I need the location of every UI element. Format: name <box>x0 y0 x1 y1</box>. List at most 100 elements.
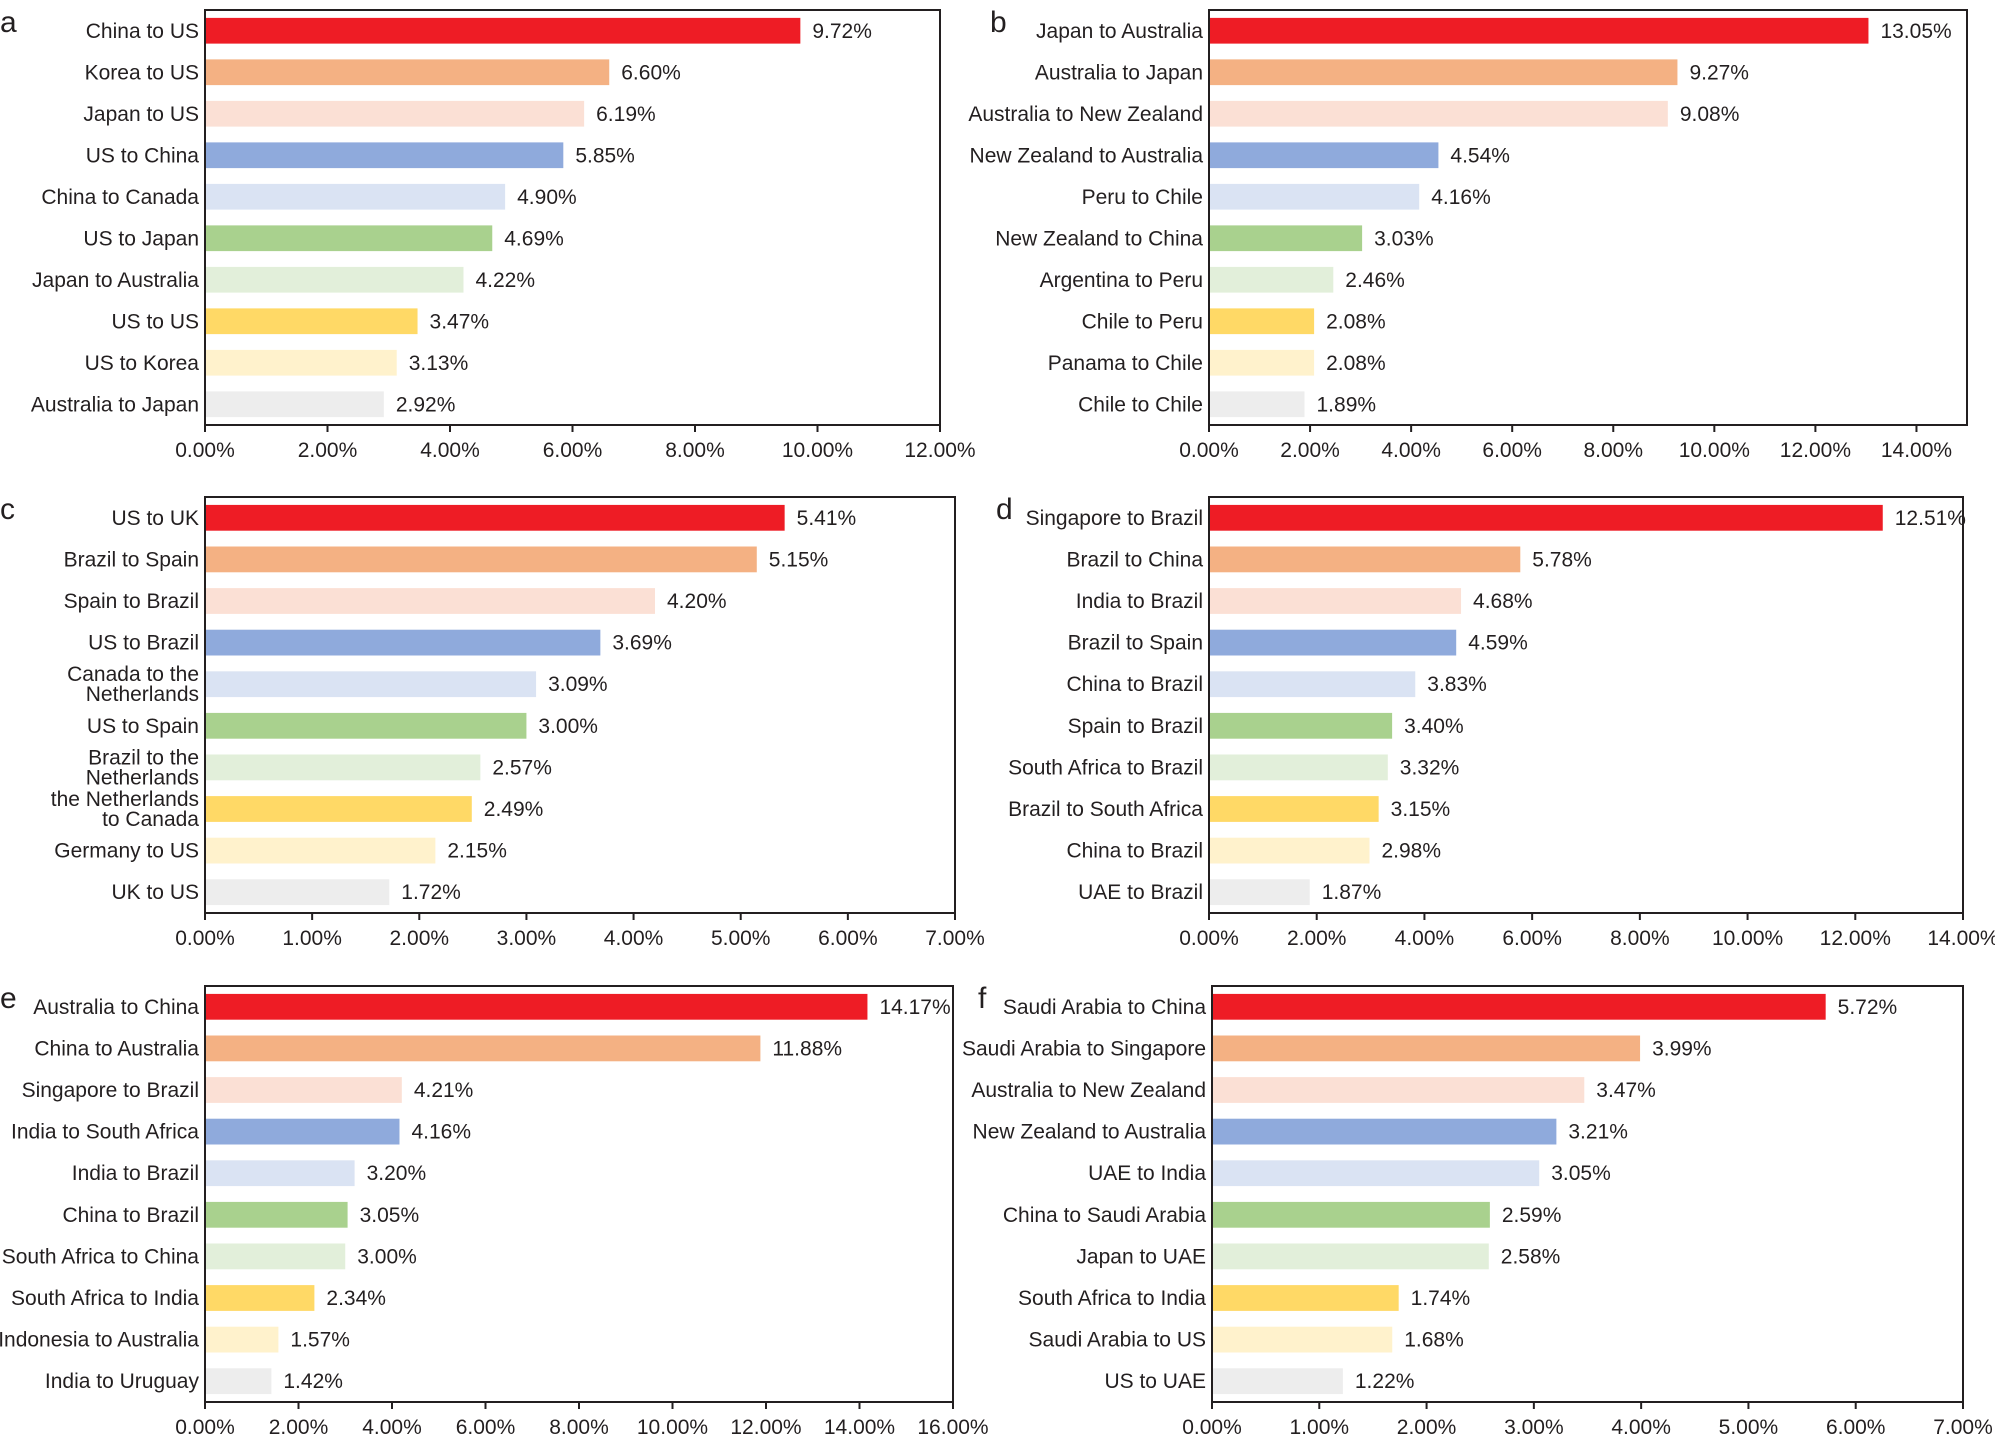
x-tick-label: 4.00% <box>1395 927 1455 950</box>
bar <box>1212 1285 1399 1311</box>
bar <box>205 100 585 127</box>
bar <box>205 671 537 698</box>
value-label: 4.20% <box>667 590 727 613</box>
value-label: 3.15% <box>1391 798 1451 821</box>
bar <box>205 629 601 656</box>
value-label: 2.49% <box>484 798 544 821</box>
category-label: Canada to the <box>67 663 199 686</box>
category-label: Australia to China <box>33 996 199 1019</box>
category-label: UAE to India <box>1088 1162 1206 1185</box>
category-label: Korea to US <box>85 61 199 84</box>
category-label: China to Brazil <box>1066 673 1203 696</box>
chart-panel-b: b 13.05% Japan to Australia 9.27% Australia … <box>968 6 1968 462</box>
category-label: Peru to Chile <box>1082 186 1203 209</box>
category-label: Netherlands <box>86 766 199 789</box>
bar <box>1209 17 1869 44</box>
x-tick-label: 1.00% <box>1290 1416 1350 1439</box>
bar <box>1212 993 1826 1020</box>
bar <box>1209 796 1379 822</box>
value-label: 3.47% <box>1596 1079 1656 1102</box>
bar <box>205 1368 272 1395</box>
bar <box>205 1118 400 1145</box>
bar <box>1209 142 1439 169</box>
category-label: UK to US <box>111 881 199 904</box>
bar <box>205 17 801 44</box>
value-label: 5.72% <box>1838 996 1898 1019</box>
category-label: the Netherlands <box>51 788 199 811</box>
category-label: China to Brazil <box>62 1204 199 1227</box>
value-label: 9.08% <box>1680 103 1740 126</box>
category-label: Australia to New Zealand <box>971 1079 1206 1102</box>
x-tick-label: 12.00% <box>730 1416 801 1439</box>
bar <box>205 1243 346 1270</box>
x-tick-label: 10.00% <box>1679 439 1750 462</box>
x-tick-label: 2.00% <box>269 1416 329 1439</box>
x-tick-label: 1.00% <box>282 927 342 950</box>
value-label: 3.09% <box>548 673 608 696</box>
value-label: 12.51% <box>1895 507 1966 530</box>
value-label: 2.59% <box>1502 1204 1562 1227</box>
value-label: 3.05% <box>360 1204 420 1227</box>
value-label: 3.00% <box>357 1245 417 1268</box>
bar <box>205 796 472 822</box>
value-label: 5.85% <box>575 144 635 167</box>
bar <box>205 183 506 210</box>
category-label: Australia to Japan <box>1035 61 1203 84</box>
chart-panel-f: f 5.72% Saudi Arabia to China 3.99% Saudi Ar… <box>962 982 1993 1439</box>
value-label: 4.16% <box>1431 186 1491 209</box>
x-tick-label: 16.00% <box>917 1416 988 1439</box>
x-tick-label: 0.00% <box>1179 927 1239 950</box>
bar <box>205 349 397 376</box>
bar <box>205 1201 348 1228</box>
bar <box>205 588 655 614</box>
bar <box>205 754 481 781</box>
x-tick-label: 6.00% <box>1826 1416 1886 1439</box>
category-label: US to Spain <box>87 715 199 738</box>
category-label: US to US <box>111 310 199 333</box>
value-label: 3.69% <box>612 632 672 655</box>
bar <box>205 142 564 169</box>
category-label: Japan to US <box>83 103 199 126</box>
value-label: 1.87% <box>1322 881 1382 904</box>
panel-letter: b <box>990 6 1007 39</box>
x-tick-label: 6.00% <box>1482 439 1542 462</box>
bar <box>1212 1077 1585 1103</box>
category-label: UAE to Brazil <box>1078 881 1203 904</box>
x-tick-label: 8.00% <box>549 1416 609 1439</box>
value-label: 4.68% <box>1473 590 1533 613</box>
value-label: 1.22% <box>1355 1370 1415 1393</box>
bar <box>205 879 390 906</box>
panel-letter: d <box>996 493 1013 526</box>
bar <box>205 1285 315 1311</box>
bar <box>1209 391 1305 418</box>
category-label: China to US <box>86 20 199 43</box>
x-tick-label: 4.00% <box>1611 1416 1671 1439</box>
category-label: Japan to Australia <box>32 269 199 292</box>
x-tick-label: 6.00% <box>543 439 603 462</box>
category-label: to Canada <box>102 808 199 831</box>
value-label: 6.60% <box>621 61 681 84</box>
bar <box>1209 588 1462 614</box>
x-tick-label: 4.00% <box>1381 439 1441 462</box>
category-label: New Zealand to Australia <box>973 1121 1207 1144</box>
value-label: 4.22% <box>475 269 535 292</box>
value-label: 1.74% <box>1411 1287 1471 1310</box>
bar <box>1209 266 1334 293</box>
value-label: 14.17% <box>879 996 950 1019</box>
category-label: China to Canada <box>41 186 199 209</box>
category-label: Chile to Chile <box>1078 393 1203 416</box>
category-label: Brazil to the <box>88 746 199 769</box>
x-tick-label: 0.00% <box>1179 439 1239 462</box>
x-tick-label: 10.00% <box>782 439 853 462</box>
x-tick-label: 4.00% <box>604 927 664 950</box>
bar <box>205 837 436 864</box>
bar <box>1209 629 1457 656</box>
value-label: 6.19% <box>596 103 656 126</box>
value-label: 3.20% <box>367 1162 427 1185</box>
x-tick-label: 8.00% <box>1583 439 1643 462</box>
bar <box>1212 1160 1540 1187</box>
category-label: Japan to Australia <box>1036 20 1203 43</box>
x-tick-label: 6.00% <box>818 927 878 950</box>
category-label: South Africa to China <box>2 1245 200 1268</box>
chart-panel-a: a 9.72% China to US 6.60% Korea to US 6.19% Ja… <box>0 6 976 462</box>
